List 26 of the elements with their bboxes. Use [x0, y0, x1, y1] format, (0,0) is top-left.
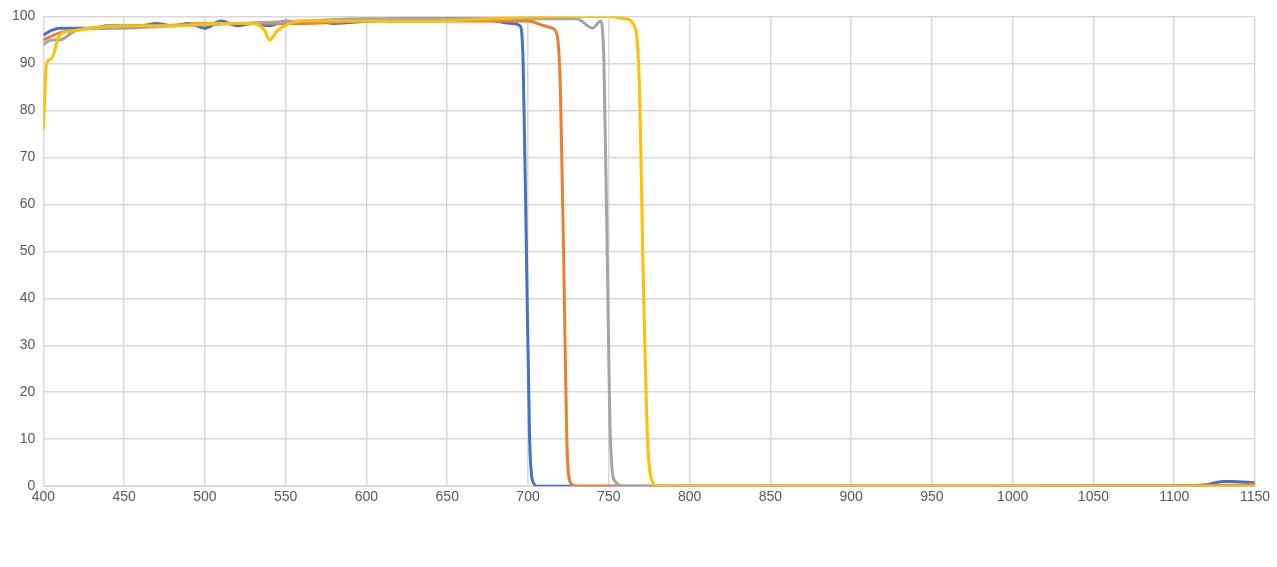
- y-tick-label: 10: [19, 430, 36, 447]
- y-tick-label: 80: [19, 101, 36, 118]
- x-tick-label: 1150: [1239, 488, 1271, 505]
- x-tick-label: 800: [677, 488, 702, 505]
- x-tick-label: 600: [354, 488, 379, 505]
- x-tick-label: 1100: [1159, 488, 1190, 505]
- x-tick-label: 700: [516, 488, 540, 505]
- y-tick-label: 40: [19, 289, 36, 306]
- y-tick-label: 0: [27, 477, 36, 494]
- y-tick-label: 60: [19, 195, 36, 212]
- y-tick-label: 70: [19, 148, 36, 165]
- x-tick-label: 750: [597, 488, 621, 505]
- x-tick-label: 500: [193, 488, 217, 505]
- x-tick-label: 850: [758, 488, 783, 505]
- y-tick-label: 50: [19, 242, 36, 259]
- y-tick-label: 20: [19, 383, 36, 400]
- y-tick-label: 30: [19, 336, 36, 353]
- x-tick-label: 650: [435, 488, 460, 505]
- y-tick-label: 100: [12, 7, 36, 24]
- y-tick-label: 90: [19, 54, 36, 71]
- x-tick-label: 1050: [1077, 488, 1110, 505]
- x-tick-label: 550: [274, 488, 298, 505]
- x-tick-label: 1000: [997, 488, 1029, 505]
- x-tick-label: 950: [920, 488, 944, 505]
- x-tick-label: 450: [112, 488, 137, 505]
- x-tick-label: 900: [839, 488, 864, 505]
